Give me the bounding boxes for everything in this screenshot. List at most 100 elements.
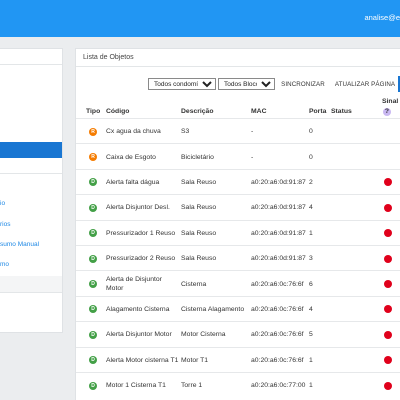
header-codigo[interactable]: Código — [106, 108, 130, 115]
cell-mac: a0:20:a6:0d:91:87 — [251, 255, 306, 263]
cell-descricao: Torre 1 — [181, 382, 203, 390]
type-badge: D — [89, 178, 97, 187]
cell-descricao: S3 — [181, 128, 190, 136]
cell-mac: - — [251, 128, 254, 136]
header-porta[interactable]: Porta — [309, 108, 327, 115]
sidebar-section — [0, 276, 62, 292]
primary-action-button[interactable] — [398, 76, 400, 92]
cell-codigo: Caixa de Esgoto — [106, 153, 156, 161]
cell-mac: a0:20:a6:0c:76:6f — [251, 280, 304, 288]
signal-status-dot — [384, 254, 392, 263]
panel-title: Lista de Objetos — [76, 49, 400, 67]
cell-codigo: Motor 1 Cisterna T1 — [106, 382, 166, 390]
signal-status-dot — [384, 356, 392, 365]
sidebar-item-link[interactable]: sumo Manual — [0, 241, 40, 248]
type-badge: R — [89, 153, 97, 162]
user-email[interactable]: analise@e — [364, 13, 400, 22]
table-row[interactable]: D Alerta falta dágua Sala Reuso a0:20:a6:0d… — [76, 168, 400, 194]
objects-panel: Lista de Objetos Todos condomínios Todos… — [75, 48, 400, 400]
cell-descricao: Cisterna Alagamento — [181, 305, 245, 313]
table-row[interactable]: D Motor 1 Cisterna T1 Torre 1 a0:20:a6:0c:7… — [76, 372, 400, 397]
sidebar-item-link[interactable]: rios — [0, 221, 11, 228]
cell-porta: 6 — [309, 280, 313, 288]
type-badge: D — [89, 381, 97, 390]
table-row[interactable]: D Alerta de Disjuntor Motor Cisterna a0:20:… — [76, 270, 400, 295]
cell-porta: 3 — [309, 255, 313, 263]
cell-codigo: Cx agua da chuva — [106, 128, 161, 136]
signal-status-dot — [384, 305, 392, 314]
header-sinal[interactable]: Sinal — [382, 98, 399, 105]
cell-descricao: Bicicletário — [181, 153, 214, 161]
condominios-select[interactable]: Todos condomínios — [148, 78, 216, 90]
header-descricao[interactable]: Descrição — [181, 108, 214, 115]
table-row[interactable]: D Alerta Disjuntor Motor Motor Cisterna a0:… — [76, 321, 400, 346]
cell-porta: 4 — [309, 204, 313, 212]
cell-porta: 5 — [309, 331, 313, 339]
cell-mac: a0:20:a6:0c:77:00 — [251, 382, 306, 390]
sidebar-divider — [0, 173, 62, 174]
signal-status-dot — [384, 330, 392, 339]
cell-porta: 0 — [309, 153, 313, 161]
cell-codigo: Alerta Disjuntor Desl. — [106, 204, 170, 212]
cell-mac: a0:20:a6:0d:91:87 — [251, 204, 306, 212]
table-row[interactable]: D Alerta Disjuntor Desl. Sala Reuso a0:20:a… — [76, 194, 400, 219]
cell-descricao: Motor Cisterna — [181, 331, 226, 339]
cell-codigo: Alerta Disjuntor Motor — [106, 331, 172, 339]
table-row[interactable]: R Cx agua da chuva S3 - 0 — [76, 118, 400, 143]
table-row[interactable]: D Pressurizador 1 Reuso Sala Reuso a0:20:a6… — [76, 219, 400, 245]
cell-codigo: Pressurizador 2 Reuso — [106, 255, 176, 263]
cell-mac: a0:20:a6:0c:76:6f — [251, 331, 304, 339]
table-row[interactable]: D Pressurizador 2 Reuso Sala Reuso a0:20:a6… — [76, 245, 400, 270]
cell-porta: 1 — [309, 382, 313, 390]
header-status[interactable]: Status — [331, 108, 352, 115]
top-bar: analise@e — [0, 0, 400, 37]
sidebar-header — [0, 49, 62, 65]
table-row[interactable]: D Alagamento Cisterna Cisterna Alagamento a… — [76, 295, 400, 321]
cell-descricao: Motor T1 — [181, 356, 209, 364]
cell-codigo: Alerta de Disjuntor Motor — [106, 276, 162, 293]
sidebar-item-link[interactable]: mo — [0, 261, 10, 268]
cell-mac: a0:20:a6:0c:76:6f — [251, 305, 304, 313]
cell-descricao: Sala Reuso — [181, 204, 217, 212]
cell-descricao: Sala Reuso — [181, 178, 217, 186]
cell-mac: a0:20:a6:0c:76:6f — [251, 356, 304, 364]
type-badge: D — [89, 305, 97, 314]
table-row[interactable]: R Caixa de Esgoto Bicicletário - 0 — [76, 143, 400, 168]
sidebar-item-active[interactable] — [0, 142, 62, 158]
cell-porta: 2 — [309, 178, 313, 186]
header-mac[interactable]: MAC — [251, 108, 267, 115]
signal-status-dot — [384, 229, 392, 238]
signal-status-dot — [384, 280, 392, 289]
signal-status-dot — [384, 203, 392, 212]
refresh-page-button[interactable]: ATUALIZAR PÁGINA — [334, 78, 396, 91]
signal-status-dot — [384, 178, 392, 187]
cell-codigo: Alagamento Cisterna — [106, 305, 170, 313]
blocos-select[interactable]: Todos Blocos — [218, 78, 275, 90]
type-badge: D — [89, 330, 97, 339]
type-badge: R — [89, 127, 97, 136]
type-badge: D — [89, 254, 97, 263]
type-badge: D — [89, 229, 97, 238]
table-row[interactable]: D Alerta Motor cisterna T1 Motor T1 a0:20:a… — [76, 346, 400, 372]
cell-porta: 1 — [309, 229, 313, 237]
cell-descricao: Sala Reuso — [181, 229, 217, 237]
cell-porta: 1 — [309, 356, 313, 364]
signal-status-dot — [384, 381, 392, 390]
cell-codigo: Alerta Motor cisterna T1 — [106, 356, 179, 364]
cell-descricao: Cisterna — [181, 280, 207, 288]
sidebar-divider — [0, 292, 62, 293]
cell-mac: - — [251, 153, 254, 161]
sidebar-item-link[interactable]: io — [0, 200, 6, 207]
sinal-help-icon[interactable]: ? — [383, 108, 391, 116]
cell-mac: a0:20:a6:0d:91:87 — [251, 229, 306, 237]
cell-porta: 0 — [309, 128, 313, 136]
type-badge: D — [89, 203, 97, 212]
sync-button[interactable]: SINCRONIZAR — [280, 78, 326, 91]
header-tipo[interactable]: Tipo — [86, 108, 101, 115]
cell-descricao: Sala Reuso — [181, 255, 217, 263]
cell-codigo: Pressurizador 1 Reuso — [106, 229, 176, 237]
cell-codigo: Alerta falta dágua — [106, 178, 160, 186]
cell-mac: a0:20:a6:0d:91:87 — [251, 178, 306, 186]
cell-porta: 4 — [309, 305, 313, 313]
sidebar: io rios sumo Manual mo — [0, 48, 63, 333]
